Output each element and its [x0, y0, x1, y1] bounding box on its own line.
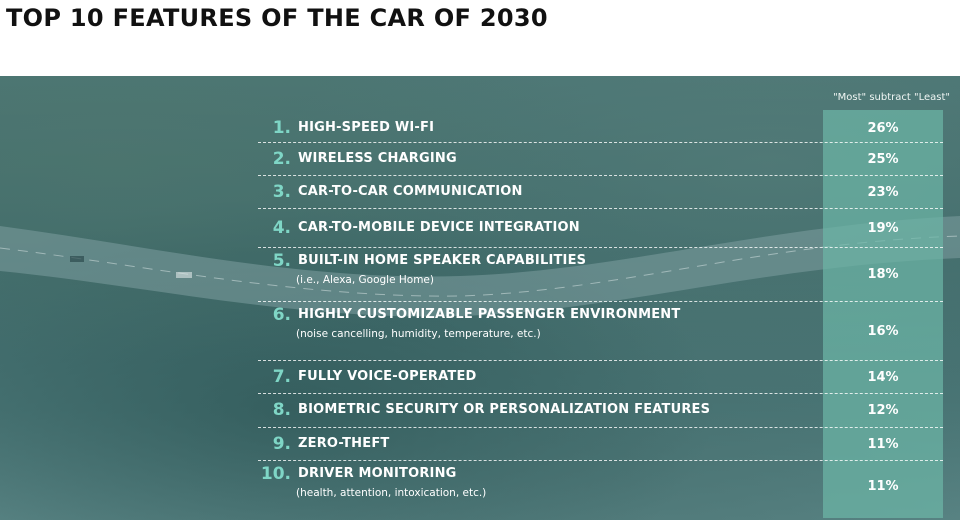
table-row: 9. ZERO-THEFT 11%	[258, 428, 943, 461]
rank-number: 6.	[272, 305, 291, 325]
rank-number: 7.	[272, 367, 291, 387]
rank-number: 3.	[272, 182, 291, 202]
rank-number: 9.	[272, 434, 291, 454]
table-row: 6. HIGHLY CUSTOMIZABLE PASSENGER ENVIRONM…	[258, 302, 943, 361]
rank-number: 5.	[272, 251, 291, 271]
percent-value: 12%	[867, 403, 899, 418]
table-row: 7. FULLY VOICE-OPERATED 14%	[258, 361, 943, 394]
rank-number: 2.	[272, 149, 291, 169]
table-row: 10. DRIVER MONITORING (health, attention, …	[258, 461, 943, 512]
feature-label: CAR-TO-MOBILE DEVICE INTEGRATION	[298, 220, 580, 235]
feature-table: 1. HIGH-SPEED WI-FI 26% 2. WIRELESS CHARGING…	[0, 76, 960, 520]
feature-note: (health, attention, intoxication, etc.)	[296, 487, 487, 499]
rank-number: 10.	[260, 464, 291, 484]
table-row: 2. WIRELESS CHARGING 25%	[258, 143, 943, 176]
rank-number: 4.	[272, 218, 291, 238]
table-row: 3. CAR-TO-CAR COMMUNICATION 23%	[258, 176, 943, 209]
table-row: 5. BUILT-IN HOME SPEAKER CAPABILITIES (i.e…	[258, 248, 943, 302]
feature-label: DRIVER MONITORING	[298, 466, 457, 481]
percent-value: 25%	[867, 152, 899, 167]
percent-value: 11%	[867, 437, 899, 452]
percent-value: 26%	[867, 121, 899, 136]
feature-label: BIOMETRIC SECURITY OR PERSONALIZATION FE…	[298, 402, 711, 417]
percent-value: 11%	[867, 479, 899, 494]
feature-note: (noise cancelling, humidity, temperature…	[296, 328, 541, 340]
rank-number: 1.	[272, 118, 291, 138]
feature-label: HIGH-SPEED WI-FI	[298, 120, 435, 135]
road-background-image	[0, 216, 960, 317]
table-row: 4. CAR-TO-MOBILE DEVICE INTEGRATION 19%	[258, 209, 943, 248]
background-panel: "Most" subtract "Least" 1. HIGH-SPEED WI-…	[0, 76, 960, 520]
value-column-header: "Most" subtract "Least"	[833, 92, 950, 103]
table-row: 1. HIGH-SPEED WI-FI 26%	[258, 115, 943, 143]
chart-title: TOP 10 FEATURES OF THE CAR OF 2030	[6, 4, 548, 32]
rank-number: 8.	[272, 400, 291, 420]
feature-note: (i.e., Alexa, Google Home)	[296, 274, 434, 286]
feature-label: FULLY VOICE-OPERATED	[298, 369, 477, 384]
feature-label: WIRELESS CHARGING	[298, 151, 457, 166]
percent-value: 18%	[867, 267, 899, 282]
percent-value: 19%	[867, 221, 899, 236]
percent-value: 14%	[867, 370, 899, 385]
feature-label: HIGHLY CUSTOMIZABLE PASSENGER ENVIRONMEN…	[298, 307, 681, 322]
feature-label: BUILT-IN HOME SPEAKER CAPABILITIES	[298, 253, 587, 268]
percent-value: 16%	[867, 324, 899, 339]
feature-label: CAR-TO-CAR COMMUNICATION	[298, 184, 523, 199]
table-row: 8. BIOMETRIC SECURITY OR PERSONALIZATION …	[258, 394, 943, 428]
value-column-band	[823, 110, 943, 518]
percent-value: 23%	[867, 185, 899, 200]
feature-label: ZERO-THEFT	[298, 436, 390, 451]
